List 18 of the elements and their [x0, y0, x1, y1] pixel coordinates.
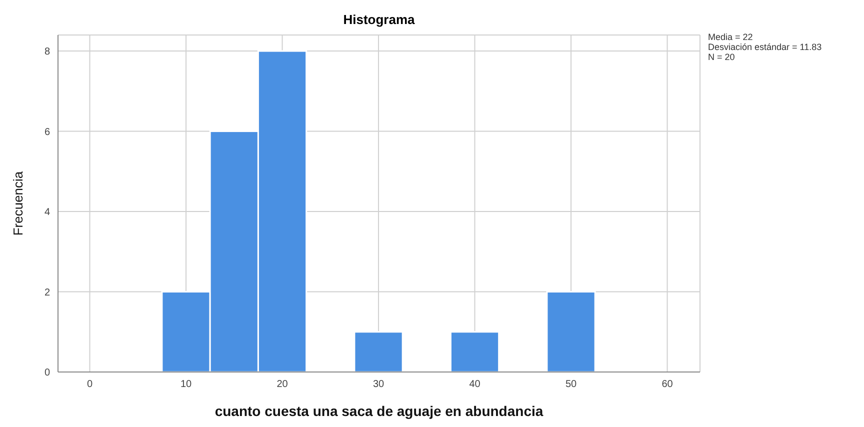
- x-axis-title: cuanto cuesta una saca de aguaje en abundancia: [214, 403, 544, 419]
- text: N = 20: [708, 52, 736, 62]
- x-tick-label: 0: [86, 379, 93, 390]
- text: Desviación estándar = 11.83: [708, 42, 822, 52]
- text: Media = 22: [708, 32, 754, 42]
- x-tick-label: 50: [565, 379, 578, 390]
- y-tick-label: 6: [44, 126, 50, 138]
- x-tick-label: 20: [276, 379, 288, 390]
- y-tick-label: 2: [44, 287, 50, 298]
- x-tick-label: 60: [662, 379, 674, 390]
- y-axis-title: Frecuencia: [10, 170, 26, 236]
- y-tick-label: 0: [44, 368, 50, 379]
- y-tick-label: 4: [44, 207, 50, 218]
- x-tick-label: 10: [180, 379, 192, 390]
- y-tick-label: 8: [44, 46, 50, 58]
- x-tick-label: 40: [469, 379, 481, 390]
- x-tick-label: 30: [372, 379, 385, 390]
- chart-title: Histograma: [342, 12, 416, 27]
